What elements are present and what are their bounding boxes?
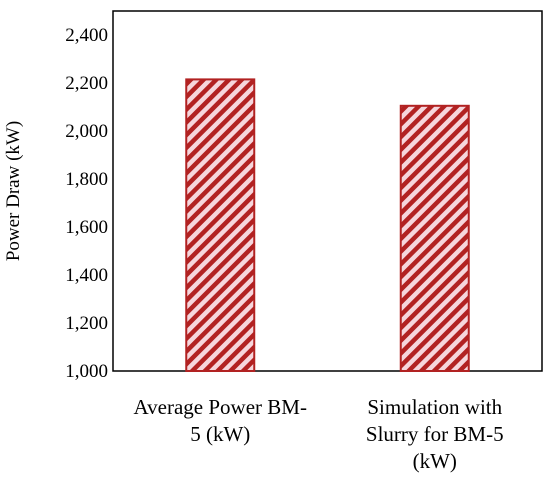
x-axis-ticks: Average Power BM- 5 (kW) Simulation with Sl…	[134, 395, 504, 473]
x-tick-label: Slurry for BM-5	[366, 422, 504, 446]
plot-frame	[112, 10, 543, 372]
x-tick-label: Simulation with	[367, 395, 502, 419]
y-tick-label: 1,200	[65, 313, 108, 334]
x-tick-label: Average Power BM-	[134, 395, 307, 419]
y-axis-ticks: 1,000 1,200 1,400 1,600 1,800 2,000 2,200 2,400	[65, 25, 108, 382]
y-tick-label: 1,800	[65, 169, 108, 190]
y-tick-label: 1,400	[65, 265, 108, 286]
y-tick-label: 2,400	[65, 25, 108, 46]
bar	[399, 104, 470, 373]
y-tick-label: 1,000	[65, 361, 108, 382]
x-tick-label: 5 (kW)	[190, 422, 250, 446]
x-tick-label: (kW)	[413, 449, 457, 473]
bars	[185, 78, 470, 373]
y-tick-label: 2,000	[65, 121, 108, 142]
y-axis-label: Power Draw (kW)	[3, 121, 24, 261]
y-tick-label: 1,600	[65, 217, 108, 238]
bar	[185, 78, 256, 373]
y-tick-label: 2,200	[65, 73, 108, 94]
